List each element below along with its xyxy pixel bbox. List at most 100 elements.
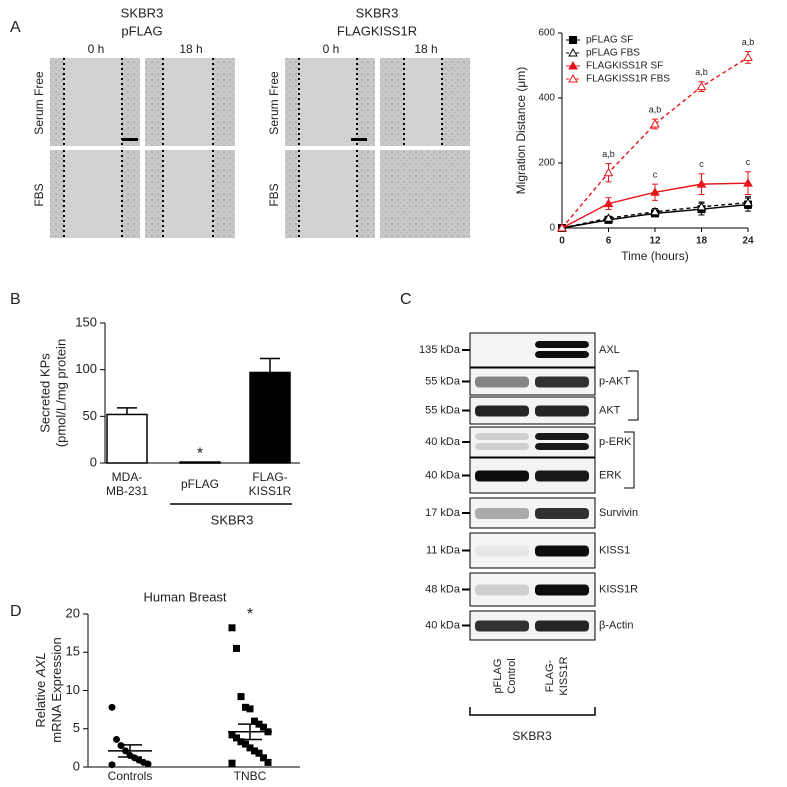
data-point bbox=[233, 644, 240, 652]
blot-band bbox=[475, 376, 529, 388]
group-title: SKBR3 bbox=[121, 5, 164, 20]
protein-label: β-Actin bbox=[599, 619, 633, 631]
y-axis-title: (pmol/L/mg protein bbox=[53, 339, 68, 447]
group-title: SKBR3 bbox=[356, 5, 399, 20]
data-point bbox=[228, 731, 236, 739]
legend-label: pFLAG SF bbox=[586, 35, 633, 46]
blot-band bbox=[475, 508, 529, 519]
lane-label: KISS1R bbox=[558, 656, 570, 695]
time-label: 0 h bbox=[88, 42, 105, 56]
data-point bbox=[696, 81, 707, 91]
y-axis-title: mRNA Expression bbox=[49, 637, 64, 742]
protein-label: Survivin bbox=[599, 507, 638, 519]
kda-label: 11 kDa bbox=[426, 544, 461, 556]
y-tick-label: 200 bbox=[538, 158, 555, 169]
x-tick-label: 24 bbox=[742, 236, 754, 247]
error-bar bbox=[117, 407, 137, 415]
legend-marker bbox=[568, 47, 578, 57]
blot-band bbox=[475, 433, 529, 440]
data-point bbox=[696, 201, 707, 211]
group-title: FLAGKISS1R bbox=[337, 23, 417, 38]
y-axis-title: Relative AXL bbox=[33, 652, 48, 727]
error-bar bbox=[260, 357, 280, 373]
group-bracket bbox=[469, 707, 596, 716]
data-point bbox=[650, 118, 660, 128]
x-tick-label: KISS1R bbox=[249, 484, 292, 498]
point-label: a,b bbox=[742, 37, 755, 47]
data-point bbox=[108, 703, 116, 711]
wound-gap bbox=[64, 150, 122, 238]
data-point bbox=[233, 734, 240, 742]
data-point bbox=[113, 735, 120, 743]
point-label: c bbox=[653, 170, 658, 180]
x-tick-label: MB-231 bbox=[106, 484, 148, 498]
x-tick-label: 0 bbox=[559, 236, 565, 247]
legend-marker bbox=[569, 36, 577, 44]
blot-band bbox=[535, 341, 589, 348]
sem-bar bbox=[118, 744, 142, 758]
data-point bbox=[228, 624, 236, 632]
wound-image bbox=[380, 150, 470, 238]
y-tick-label: 10 bbox=[66, 682, 80, 697]
data-point bbox=[246, 705, 254, 713]
protein-label: AXL bbox=[599, 344, 620, 356]
group-title: pFLAG bbox=[121, 23, 162, 38]
x-tick-label: 6 bbox=[606, 236, 612, 247]
y-axis-title-part: mRNA Expression bbox=[49, 637, 64, 742]
x-tick-label: 18 bbox=[696, 236, 708, 247]
wound-gap bbox=[163, 58, 213, 146]
y-axis-title: Secreted KPs bbox=[37, 353, 52, 433]
data-point bbox=[117, 742, 125, 750]
panel-label: B bbox=[10, 291, 21, 308]
data-point bbox=[242, 703, 249, 711]
y-axis-title-part: Relative bbox=[33, 677, 48, 728]
data-point bbox=[743, 197, 753, 207]
blot-band bbox=[535, 508, 589, 519]
blot-band bbox=[535, 470, 589, 482]
data-point bbox=[650, 206, 660, 216]
protein-label: KISS1R bbox=[599, 583, 638, 595]
bar bbox=[106, 413, 148, 464]
time-label: 0 h bbox=[323, 42, 340, 56]
bracket bbox=[628, 370, 639, 421]
condition-label: Serum Free bbox=[32, 71, 46, 135]
blot-band bbox=[475, 470, 529, 482]
panel-label: A bbox=[10, 19, 21, 36]
condition-label: FBS bbox=[32, 183, 46, 206]
wound-gap bbox=[64, 58, 122, 146]
data-point bbox=[242, 740, 249, 748]
data-point bbox=[743, 178, 753, 187]
legend-label: pFLAG FBS bbox=[586, 48, 640, 59]
data-point bbox=[144, 760, 152, 768]
y-tick-label: 100 bbox=[75, 361, 97, 376]
blot-band bbox=[475, 443, 529, 450]
sem-bar bbox=[238, 723, 262, 741]
y-tick-label: 0 bbox=[73, 758, 80, 773]
condition-label: Serum Free bbox=[267, 71, 281, 135]
data-point bbox=[255, 749, 263, 757]
kda-label: 40 kDa bbox=[425, 469, 461, 481]
kda-label: 135 kDa bbox=[419, 344, 461, 356]
data-point bbox=[650, 187, 660, 196]
time-label: 18 h bbox=[414, 42, 437, 56]
blot-band bbox=[475, 405, 529, 417]
time-label: 18 h bbox=[179, 42, 202, 56]
data-point bbox=[251, 747, 258, 755]
data-point bbox=[228, 759, 236, 767]
y-tick-label: 0 bbox=[90, 454, 97, 469]
data-point bbox=[108, 761, 116, 769]
protein-label: p-ERK bbox=[599, 436, 632, 448]
blot-band bbox=[535, 545, 589, 557]
kda-label: 17 kDa bbox=[425, 507, 461, 519]
x-axis-title: Time (hours) bbox=[621, 249, 689, 263]
y-tick-label: 0 bbox=[549, 223, 555, 234]
y-tick-label: 150 bbox=[75, 314, 97, 329]
point-label: c bbox=[746, 157, 751, 167]
data-point bbox=[237, 693, 245, 701]
y-tick-label: 20 bbox=[66, 605, 80, 620]
blot-band bbox=[535, 620, 589, 632]
blot-band bbox=[535, 405, 589, 417]
data-point bbox=[260, 754, 267, 762]
x-tick-label: Controls bbox=[108, 769, 153, 782]
